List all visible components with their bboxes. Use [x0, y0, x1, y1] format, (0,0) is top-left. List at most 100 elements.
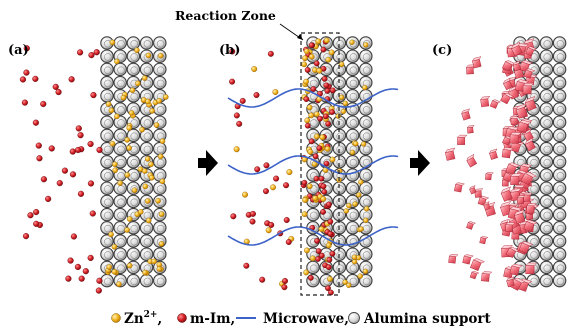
zif-crystal	[523, 192, 533, 202]
alumina-sphere-ring	[543, 66, 551, 74]
zif-crystal-top	[511, 41, 521, 50]
zif-crystal	[500, 186, 513, 202]
zif-crystal	[506, 276, 515, 288]
alumina-sphere-ring	[156, 66, 165, 74]
zn-ion	[342, 279, 348, 285]
alumina-sphere-ring	[556, 132, 565, 140]
zn-ion	[251, 66, 258, 72]
alumina-sphere	[539, 141, 554, 156]
alumina-sphere	[306, 260, 320, 275]
alumina-sphere-ring	[143, 238, 152, 246]
m-im-molecule	[273, 175, 280, 182]
zn-ion	[351, 254, 358, 260]
legend-zn: Zn2+,	[124, 310, 162, 327]
zn-ion	[363, 217, 369, 224]
alumina-sphere	[126, 155, 141, 169]
alumina-sphere-ring	[117, 224, 125, 233]
zn-ion-icon	[111, 313, 121, 323]
zn-ion	[126, 262, 133, 269]
zif-crystal	[485, 172, 494, 181]
m-im-molecule	[304, 67, 311, 73]
zn-ion	[302, 197, 308, 203]
alumina-sphere-ring	[349, 238, 358, 246]
zif-crystal-top	[526, 203, 537, 206]
alumina-sphere	[552, 141, 567, 156]
m-im-molecule	[285, 239, 292, 246]
alumina-sphere	[153, 62, 167, 77]
alumina-sphere-ring	[130, 40, 138, 48]
zn-ion	[120, 94, 127, 101]
zn-ion	[157, 153, 164, 160]
alumina-sphere	[526, 247, 540, 261]
zn-ion	[157, 52, 164, 59]
m-im-molecule	[35, 142, 42, 149]
zif-crystal-face	[516, 197, 525, 205]
m-im-molecule	[318, 252, 325, 259]
m-im-molecule	[315, 248, 322, 254]
zif-crystal-face	[466, 66, 474, 75]
alumina-sphere-ring	[104, 172, 112, 180]
zif-crystal	[489, 99, 501, 109]
alumina-sphere-ring	[130, 172, 138, 180]
zn-ion	[312, 195, 319, 202]
alumina-sphere	[539, 207, 554, 222]
reaction-zone-title: Reaction Zone	[175, 8, 276, 23]
legend-alumina: Alumina support	[363, 311, 492, 327]
alumina-sphere-ring	[143, 132, 152, 140]
zif-crystal-face	[509, 134, 519, 144]
alumina-sphere	[113, 234, 127, 248]
zn-ion	[156, 98, 162, 104]
m-im-molecule	[323, 160, 330, 167]
m-im-molecule	[323, 82, 330, 89]
zn-ion	[303, 269, 310, 276]
alumina-sphere	[332, 36, 347, 50]
alumina-sphere-ring	[543, 238, 551, 246]
zn-ion	[242, 191, 249, 198]
alumina-sphere	[153, 221, 167, 235]
alumina-sphere-ring	[156, 40, 165, 48]
zn-ion	[325, 242, 332, 249]
zif-crystal	[479, 236, 489, 245]
zn-ion	[155, 198, 161, 204]
solution-particles-b	[229, 37, 370, 296]
alumina-sphere	[139, 128, 154, 143]
zn-ion	[158, 241, 165, 247]
alumina-sphere-ring	[310, 211, 318, 220]
legend-microwave: Microwave,	[263, 311, 349, 327]
m-im-molecule	[36, 155, 43, 162]
alumina-sphere	[539, 115, 554, 129]
alumina-sphere-ring	[117, 251, 125, 259]
zn-ion	[342, 100, 349, 107]
alumina-sphere	[100, 75, 114, 90]
m-im-molecule	[75, 125, 82, 132]
zif-crystal	[509, 263, 523, 276]
alumina-sphere-ring	[104, 145, 112, 154]
m-im-molecule	[229, 48, 236, 55]
m-im-molecule	[19, 76, 27, 83]
zif-crystal-top	[513, 184, 526, 188]
alumina-sphere	[552, 247, 567, 261]
zif-crystal	[505, 162, 521, 175]
zn-ion	[145, 52, 152, 59]
zn-ion	[315, 38, 322, 45]
zn-ion	[126, 216, 133, 222]
m-im-molecule	[249, 210, 256, 217]
alumina-sphere-ring	[543, 264, 551, 272]
zif-crystal	[501, 60, 516, 72]
zif-crystal-top	[521, 60, 533, 65]
zif-crystal	[525, 46, 537, 57]
alumina-sphere-ring	[104, 198, 112, 206]
m-im-molecule	[326, 201, 332, 208]
zif-crystal-top	[444, 147, 456, 153]
m-im-molecule	[52, 83, 59, 90]
alumina-sphere-ring	[336, 79, 344, 88]
zif-crystal-top	[508, 162, 521, 168]
alumina-sphere	[126, 234, 141, 248]
zn-ion	[126, 125, 132, 131]
arrow-right-icon	[410, 150, 430, 176]
alumina-sphere-ring	[362, 106, 371, 114]
alumina-sphere-ring	[556, 185, 565, 193]
zn-ion	[272, 89, 279, 96]
alumina-sphere-ring	[130, 264, 138, 272]
m-im-molecule	[77, 132, 84, 139]
